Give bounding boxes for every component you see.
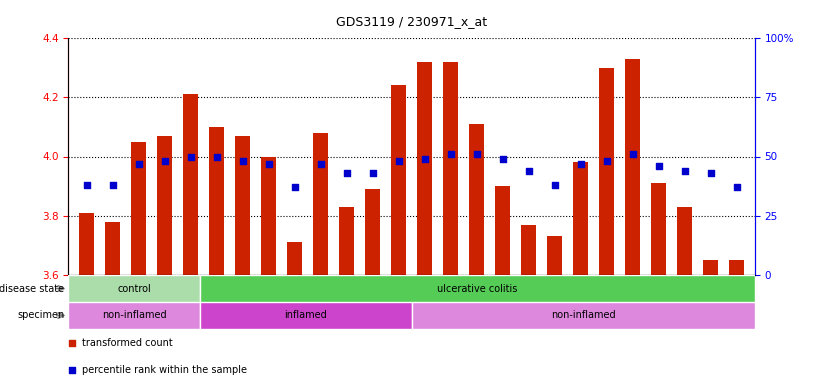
Bar bbox=[730, 260, 744, 275]
Bar bbox=[158, 136, 172, 275]
Text: non-inflamed: non-inflamed bbox=[551, 311, 615, 321]
Point bbox=[236, 158, 249, 164]
Bar bbox=[521, 225, 535, 275]
Point bbox=[548, 182, 561, 188]
Bar bbox=[68, 275, 200, 302]
Bar bbox=[261, 157, 276, 275]
Bar bbox=[626, 59, 640, 275]
Point bbox=[496, 156, 510, 162]
Point bbox=[730, 184, 743, 190]
Bar bbox=[79, 213, 93, 275]
Point bbox=[262, 161, 275, 167]
Bar bbox=[444, 62, 458, 275]
Text: transformed count: transformed count bbox=[82, 338, 173, 348]
Bar bbox=[495, 186, 510, 275]
Bar bbox=[574, 162, 588, 275]
Point bbox=[626, 151, 639, 157]
Point bbox=[106, 182, 119, 188]
Bar bbox=[183, 94, 198, 275]
Point bbox=[678, 168, 691, 174]
Bar bbox=[418, 62, 432, 275]
Point bbox=[340, 170, 354, 176]
Bar bbox=[200, 302, 411, 329]
Bar bbox=[703, 260, 718, 275]
Point bbox=[80, 182, 93, 188]
Text: GDS3119 / 230971_x_at: GDS3119 / 230971_x_at bbox=[336, 15, 487, 28]
Bar bbox=[209, 127, 224, 275]
Text: ulcerative colitis: ulcerative colitis bbox=[437, 283, 518, 293]
Point bbox=[600, 158, 613, 164]
Point bbox=[704, 170, 717, 176]
Point bbox=[522, 168, 535, 174]
Bar bbox=[600, 68, 614, 275]
Bar bbox=[470, 124, 484, 275]
Bar bbox=[547, 237, 562, 275]
Point bbox=[184, 154, 198, 160]
Bar bbox=[365, 189, 379, 275]
Point bbox=[470, 151, 483, 157]
Point bbox=[652, 163, 666, 169]
Bar bbox=[288, 242, 302, 275]
Bar bbox=[411, 302, 755, 329]
Bar bbox=[677, 207, 691, 275]
Text: disease state: disease state bbox=[0, 283, 64, 293]
Point bbox=[418, 156, 431, 162]
Bar bbox=[651, 183, 666, 275]
Point bbox=[574, 161, 587, 167]
Point bbox=[314, 161, 327, 167]
Bar bbox=[391, 85, 405, 275]
Bar bbox=[314, 133, 328, 275]
Point bbox=[392, 158, 405, 164]
Bar bbox=[68, 302, 200, 329]
Bar bbox=[339, 207, 354, 275]
Text: specimen: specimen bbox=[17, 311, 64, 321]
Point bbox=[264, 228, 278, 235]
Bar bbox=[105, 222, 120, 275]
Point bbox=[132, 161, 145, 167]
Bar bbox=[132, 142, 146, 275]
Text: control: control bbox=[118, 283, 151, 293]
Point bbox=[210, 154, 224, 160]
Text: inflamed: inflamed bbox=[284, 311, 328, 321]
Bar bbox=[200, 275, 755, 302]
Text: percentile rank within the sample: percentile rank within the sample bbox=[82, 365, 247, 375]
Bar bbox=[235, 136, 249, 275]
Point bbox=[288, 184, 301, 190]
Point bbox=[366, 170, 379, 176]
Point bbox=[444, 151, 457, 157]
Text: non-inflamed: non-inflamed bbox=[102, 311, 167, 321]
Point bbox=[158, 158, 171, 164]
